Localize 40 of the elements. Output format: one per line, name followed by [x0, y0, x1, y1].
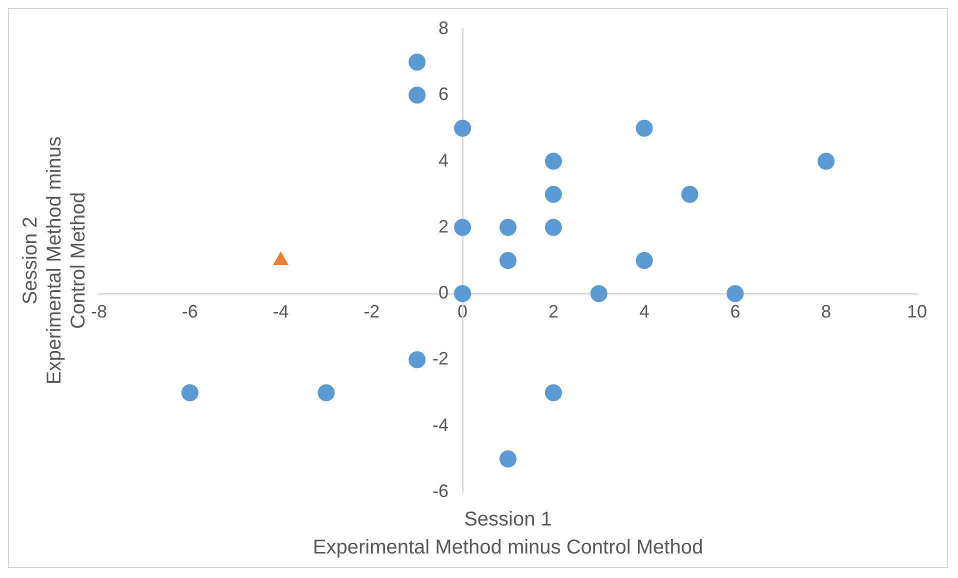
point: [726, 285, 744, 302]
y-tick-label: 8: [438, 18, 449, 38]
point: [681, 186, 698, 203]
x-tick-label: -6: [182, 301, 198, 322]
y-tick-label: -2: [432, 348, 449, 369]
point: [318, 384, 335, 402]
point: [636, 252, 653, 269]
point: [500, 450, 516, 468]
point: [500, 252, 516, 269]
point: [544, 152, 562, 170]
point: [636, 120, 653, 137]
x-tick-label: -4: [272, 301, 289, 322]
x-tick-label: -8: [90, 301, 108, 322]
point: [544, 218, 562, 236]
x-tick-label: -2: [364, 301, 380, 322]
y-tick-label: 6: [438, 84, 449, 104]
x-tick-label: 4: [639, 301, 650, 322]
point: [181, 384, 198, 402]
point: [408, 54, 426, 71]
point: [408, 351, 426, 368]
y-tick-label: 4: [438, 150, 449, 170]
point: [454, 218, 472, 236]
point: [544, 384, 562, 402]
x-axis-title: Session 1 Experimental Method minus Control Method: [312, 508, 704, 559]
point: [408, 86, 426, 104]
y-tick-label: 2: [438, 216, 449, 236]
x-tick-label: 10: [906, 301, 928, 322]
y-tick-label: -6: [432, 480, 449, 501]
x-tick-label: 6: [730, 301, 740, 322]
y-tick-label: 0: [438, 282, 449, 303]
point: [590, 285, 608, 302]
point: [454, 120, 472, 137]
x-tick-label: 8: [821, 301, 832, 322]
point: [818, 152, 835, 170]
x-tick-label: 2: [548, 301, 558, 322]
y-axis-title: Session 2 Experimental Method minus Control Method: [20, 136, 90, 384]
y-tick-label: -4: [432, 414, 449, 435]
point: [500, 218, 516, 236]
point: [544, 186, 562, 203]
point: [454, 285, 472, 302]
